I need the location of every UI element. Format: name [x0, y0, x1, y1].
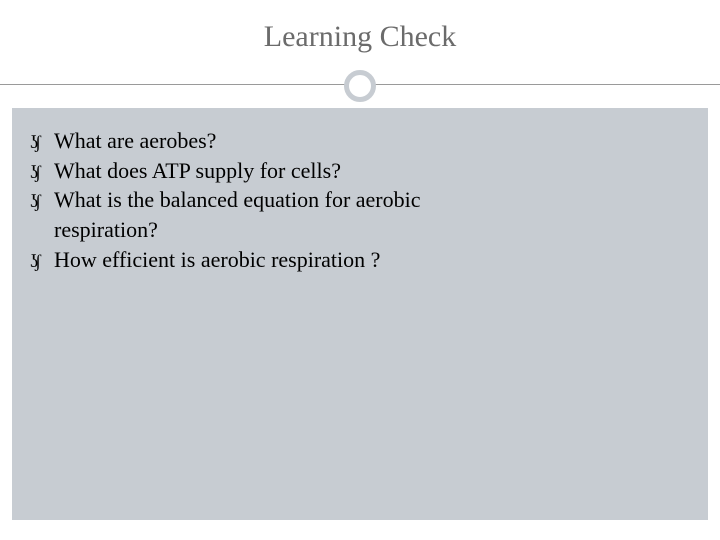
circle-ornament-icon	[344, 70, 376, 102]
bullet-icon: ʖʃ	[30, 130, 38, 154]
bullet-text: What does ATP supply for cells?	[54, 158, 341, 183]
list-item: ʖʃ What are aerobes?	[30, 126, 688, 156]
bullet-continuation: respiration?	[30, 215, 688, 245]
bullet-icon: ʖʃ	[30, 189, 38, 213]
bullet-text: What is the balanced equation for aerobi…	[54, 187, 421, 212]
divider	[0, 66, 720, 106]
list-item: ʖʃ What is the balanced equation for aer…	[30, 185, 688, 215]
list-item: ʖʃ How efficient is aerobic respiration …	[30, 245, 688, 275]
slide: Learning Check ʖʃ What are aerobes? ʖʃ W…	[0, 0, 720, 540]
bullet-icon: ʖʃ	[30, 249, 38, 273]
bullet-icon: ʖʃ	[30, 160, 38, 184]
slide-title: Learning Check	[0, 20, 720, 54]
bullet-text: What are aerobes?	[54, 128, 216, 153]
list-item: ʖʃ What does ATP supply for cells?	[30, 156, 688, 186]
bullet-text: How efficient is aerobic respiration ?	[54, 247, 380, 272]
title-area: Learning Check	[0, 0, 720, 106]
list-item-continuation: respiration?	[30, 215, 688, 245]
content-box: ʖʃ What are aerobes? ʖʃ What does ATP su…	[12, 108, 708, 520]
bullet-list: ʖʃ What are aerobes? ʖʃ What does ATP su…	[30, 126, 688, 274]
